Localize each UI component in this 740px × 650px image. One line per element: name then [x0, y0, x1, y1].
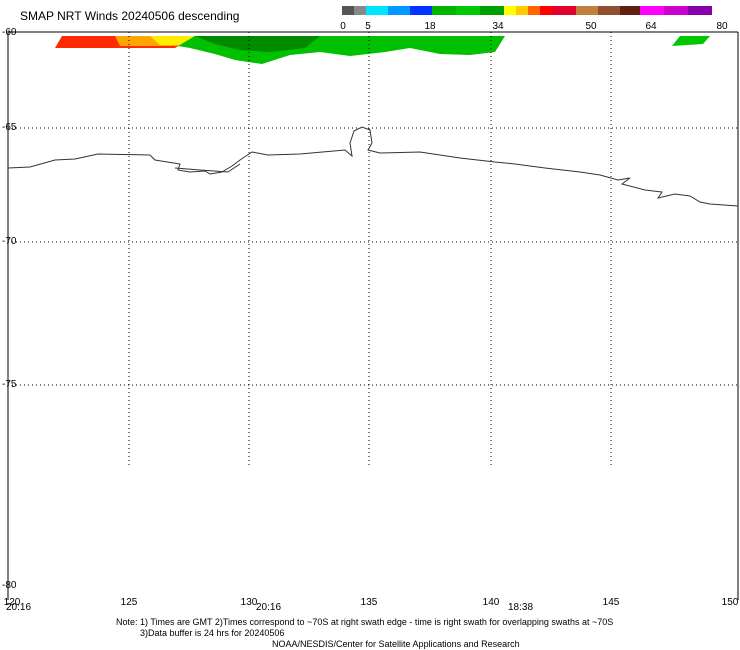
colorbar-segment [480, 6, 504, 15]
lon-label: 135 [360, 597, 378, 608]
colorbar-segment [576, 6, 598, 15]
colorbar-segment [688, 6, 712, 15]
colorbar-segment [640, 6, 664, 15]
colorbar-segment [528, 6, 540, 15]
colorbar-tick-label: 80 [716, 21, 728, 32]
colorbar-tick-label: 34 [492, 21, 504, 32]
lon-label: 140 [482, 597, 500, 608]
swath-time-label: 18:38 [508, 602, 534, 613]
colorbar-tick-label: 64 [645, 21, 657, 32]
wind-swath [55, 36, 710, 64]
colorbar-segment [366, 6, 388, 15]
colorbar-segment [410, 6, 432, 15]
lon-label: 130 [240, 597, 258, 608]
colorbar-segment [598, 6, 620, 15]
lat-label: -75 [2, 379, 17, 390]
graticule [8, 32, 738, 465]
coastline-inner [174, 163, 241, 173]
colorbar-segment [552, 6, 576, 15]
swath-time-label: 20:16 [256, 602, 282, 613]
map-title: SMAP NRT Winds 20240506 descending [20, 9, 240, 23]
colorbar-segment [620, 6, 640, 15]
colorbar-segment [456, 6, 480, 15]
lon-label: 120 [3, 597, 21, 608]
lon-label: 125 [120, 597, 138, 608]
map-frame [7, 31, 739, 600]
colorbar-tick-label: 0 [340, 21, 346, 32]
colorbar-segment [354, 6, 366, 15]
note-line-1: Note: 1) Times are GMT 2)Times correspon… [116, 617, 614, 627]
lon-label: 150 [721, 597, 739, 608]
note-line-2: 3)Data buffer is 24 hrs for 20240506 [140, 628, 285, 638]
lon-label: 145 [602, 597, 620, 608]
colorbar-segment [388, 6, 410, 15]
lat-label: -80 [2, 580, 17, 591]
colorbar-segment [504, 6, 516, 15]
colorbar-tick-label: 18 [424, 21, 436, 32]
colorbar-segment [342, 6, 354, 15]
colorbar-segment [664, 6, 688, 15]
credit-line: NOAA/NESDIS/Center for Satellite Applica… [272, 639, 520, 649]
colorbar-tick-label: 50 [585, 21, 597, 32]
swath-time-label: 20:16 [6, 602, 32, 613]
lat-label: -65 [2, 122, 17, 133]
lat-label: -60 [2, 27, 17, 38]
wind-speed-colorbar [342, 6, 712, 15]
antarctic-coastline [7, 126, 739, 207]
colorbar-segment [432, 6, 456, 15]
colorbar-segment [540, 6, 552, 15]
lat-label: -70 [2, 236, 17, 247]
colorbar-tick-label: 5 [365, 21, 371, 32]
colorbar-segment [516, 6, 528, 15]
swath-dark-green-segment [195, 36, 320, 52]
swath-green-east [672, 36, 710, 46]
